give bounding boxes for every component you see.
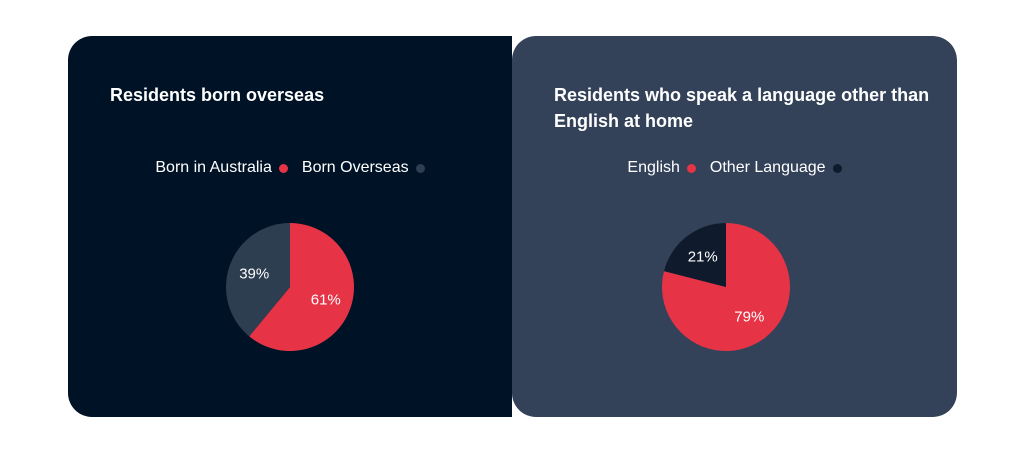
legend-dot-icon	[278, 163, 288, 173]
legend-dot-icon	[832, 163, 842, 173]
panel-title: Residents born overseas	[110, 85, 325, 105]
pie-slice-born-overseas	[226, 223, 290, 337]
pie-data-label: 79%	[734, 309, 764, 326]
pie-slice-born-in-australia	[249, 223, 354, 351]
legend: Born in Australia Born Overseas	[68, 159, 512, 177]
language-panel: Residents who speak a language other tha…	[512, 36, 957, 417]
pie-data-label: 61%	[311, 291, 341, 308]
legend-item-english: English	[627, 159, 696, 177]
legend-item-born-in-australia: Born in Australia	[155, 159, 288, 177]
legend-item-other-language: Other Language	[710, 159, 842, 177]
legend-label: Other Language	[709, 159, 826, 176]
pie-chart: 79% 21%	[662, 223, 790, 351]
pie-data-label: 21%	[688, 248, 718, 265]
pie-slice-other-language	[664, 223, 726, 287]
legend-item-born-overseas: Born Overseas	[302, 159, 425, 177]
legend: English Other Language	[512, 159, 957, 177]
legend-label: Born Overseas	[301, 159, 409, 176]
panel-title: Residents who speak a language other tha…	[554, 85, 930, 131]
legend-dot-icon	[686, 163, 696, 173]
born-overseas-panel: Residents born overseas Born in Australi…	[68, 36, 512, 417]
pie-chart: 61% 39%	[226, 223, 354, 351]
pie-data-label: 39%	[239, 266, 269, 283]
pie-chart-wrap: 79% 21%	[662, 223, 790, 351]
legend-dot-icon	[415, 163, 425, 173]
pie-chart-wrap: 61% 39%	[226, 223, 354, 351]
card: Residents born overseas Born in Australi…	[68, 36, 957, 417]
legend-label: English	[627, 159, 680, 176]
legend-label: Born in Australia	[155, 159, 272, 176]
